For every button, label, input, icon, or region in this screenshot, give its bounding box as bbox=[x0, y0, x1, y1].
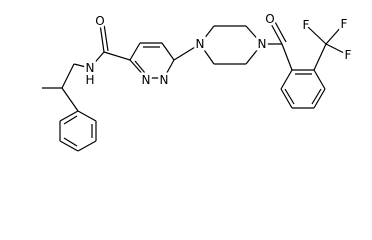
bonds bbox=[42, 19, 347, 152]
bond bbox=[99, 23, 105, 53]
bond bbox=[73, 63, 91, 69]
bond bbox=[245, 43, 263, 65]
bond bbox=[325, 25, 343, 45]
bond bbox=[313, 88, 326, 109]
atom-label: H bbox=[85, 73, 94, 87]
bond bbox=[245, 25, 263, 45]
atom-labels: O N H N N N N O F F F bbox=[83, 10, 354, 90]
bond bbox=[161, 42, 175, 61]
bond bbox=[89, 51, 105, 69]
bond bbox=[173, 43, 201, 61]
bond bbox=[280, 69, 293, 90]
bond bbox=[77, 140, 97, 152]
atom-label: F bbox=[345, 48, 352, 62]
bond bbox=[273, 19, 287, 43]
bond bbox=[129, 42, 141, 61]
bond bbox=[199, 43, 215, 65]
bond bbox=[199, 25, 215, 45]
bond bbox=[63, 115, 78, 125]
atom-label: N bbox=[86, 61, 95, 75]
bond bbox=[59, 140, 79, 152]
structure-diagram: O N H N N N N O F F F bbox=[42, 10, 354, 152]
bond bbox=[307, 26, 327, 45]
bond bbox=[313, 43, 327, 71]
bond bbox=[313, 69, 326, 90]
bond bbox=[281, 43, 293, 71]
atom-label: F bbox=[303, 18, 310, 32]
bond bbox=[103, 23, 109, 52]
atom-label: N bbox=[160, 73, 169, 87]
bond bbox=[61, 87, 79, 112]
atom-label: O bbox=[265, 12, 274, 26]
atom-label: N bbox=[258, 37, 267, 51]
atom-label: N bbox=[196, 37, 205, 51]
atom-label: F bbox=[341, 17, 348, 31]
bond bbox=[284, 88, 295, 105]
bond bbox=[325, 43, 347, 55]
bond bbox=[163, 59, 175, 79]
bond bbox=[134, 60, 146, 74]
bond bbox=[311, 88, 322, 105]
atom-label: N bbox=[142, 73, 151, 87]
bond bbox=[77, 110, 97, 122]
bond bbox=[269, 21, 283, 45]
bond bbox=[103, 51, 131, 61]
bond bbox=[63, 137, 78, 147]
bond bbox=[129, 59, 147, 79]
bond bbox=[280, 88, 293, 109]
bond bbox=[59, 110, 79, 122]
bond bbox=[61, 63, 75, 89]
atom-label: O bbox=[95, 14, 104, 28]
